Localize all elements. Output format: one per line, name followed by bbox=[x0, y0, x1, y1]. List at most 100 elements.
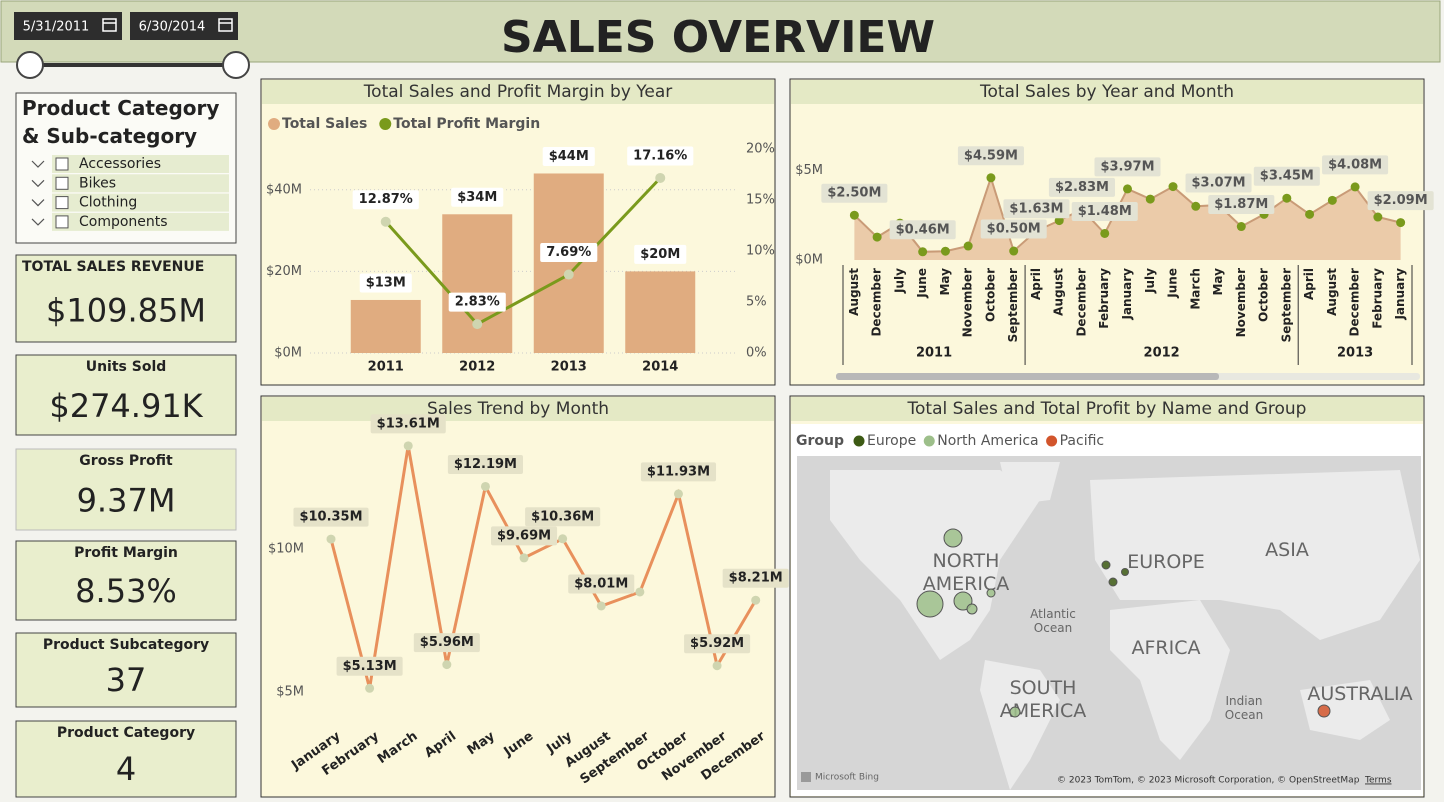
legend-marker bbox=[268, 118, 280, 130]
kpi-value: 4 bbox=[116, 750, 136, 788]
data-label-box bbox=[1094, 157, 1161, 177]
data-label: $3.07M bbox=[1192, 176, 1246, 191]
y-tick-label: $5M bbox=[276, 685, 304, 700]
x-group-label: 2011 bbox=[916, 346, 952, 361]
chart-title: Total Sales and Profit Margin by Year bbox=[363, 82, 673, 102]
x-tick-label: October bbox=[983, 268, 997, 322]
data-label: $5.13M bbox=[343, 659, 397, 674]
data-label-box bbox=[293, 507, 369, 527]
data-label: $1.63M bbox=[1009, 201, 1063, 216]
date-picker[interactable] bbox=[130, 12, 238, 40]
x-tick-label: September bbox=[1006, 268, 1020, 342]
legend-title: Group bbox=[796, 433, 844, 449]
calendar-icon bbox=[218, 18, 233, 32]
data-label: $1.87M bbox=[1214, 197, 1268, 212]
chart-header bbox=[791, 397, 1423, 421]
data-label: $3.45M bbox=[1260, 169, 1314, 184]
y2-tick-label: 10% bbox=[746, 244, 775, 259]
y-tick-label: $0M bbox=[795, 253, 823, 268]
map-label-wrap: NORTH AMERICA bbox=[922, 550, 1010, 595]
map-label: ASIA bbox=[1265, 539, 1309, 562]
kpi-label: Units Sold bbox=[86, 359, 167, 375]
legend-label: Pacific bbox=[1060, 433, 1105, 449]
data-label: $9.69M bbox=[497, 528, 551, 543]
data-label-box bbox=[448, 292, 506, 312]
data-label-box bbox=[640, 462, 717, 482]
data-label: 12.87% bbox=[359, 192, 413, 207]
date-picker[interactable] bbox=[14, 12, 122, 40]
line-marker bbox=[712, 661, 722, 671]
x-tick-label: April bbox=[1302, 268, 1316, 300]
x-tick-label: August bbox=[1325, 268, 1339, 316]
kpi-value: 8.53% bbox=[75, 572, 177, 610]
legend-label: North America bbox=[937, 433, 1038, 449]
x-tick-label: April bbox=[1029, 268, 1043, 300]
x-tick-label: November bbox=[1234, 268, 1248, 337]
kpi-label: Gross Profit bbox=[79, 453, 173, 469]
line-marker bbox=[403, 441, 413, 451]
x-tick-label: 2012 bbox=[459, 360, 495, 375]
map-label-wrap: Atlantic Ocean bbox=[1030, 606, 1076, 635]
data-label-box bbox=[1071, 201, 1138, 221]
map-label-wrap: ASIA bbox=[1265, 539, 1309, 562]
slicer-item: Clothing bbox=[79, 195, 137, 211]
slicer-row bbox=[52, 193, 229, 212]
kpi-label: Product Category bbox=[57, 725, 195, 741]
provider-logo bbox=[801, 772, 811, 782]
map-bubble bbox=[1317, 704, 1331, 718]
data-label-box bbox=[1208, 195, 1275, 215]
legend-label: Europe bbox=[867, 433, 916, 449]
slider-handle[interactable] bbox=[222, 51, 250, 79]
y-tick-label: $5M bbox=[795, 163, 823, 178]
slicer-row bbox=[52, 212, 229, 231]
area-marker bbox=[849, 210, 859, 220]
line-marker bbox=[563, 269, 574, 280]
chart-header bbox=[262, 80, 774, 104]
line-marker bbox=[365, 683, 375, 693]
kpi-value: 9.37M bbox=[77, 481, 176, 519]
map-label: NORTH AMERICA bbox=[922, 550, 1010, 595]
data-label: $0.46M bbox=[896, 222, 950, 237]
checkbox[interactable] bbox=[55, 215, 69, 229]
slicer-title-wrap: Product Category & Sub-category bbox=[22, 96, 219, 148]
data-label: $11.93M bbox=[647, 464, 710, 479]
line-marker bbox=[655, 172, 666, 183]
land bbox=[1090, 470, 1420, 640]
data-label-box bbox=[1367, 191, 1434, 211]
area-marker bbox=[1373, 212, 1383, 222]
slicer-item: Accessories bbox=[79, 156, 161, 172]
land bbox=[1300, 680, 1390, 740]
map-label: EUROPE bbox=[1127, 551, 1205, 574]
slider-handle[interactable] bbox=[16, 51, 44, 79]
line bbox=[329, 445, 757, 689]
checkbox[interactable] bbox=[55, 196, 69, 210]
y2-tick-label: 5% bbox=[746, 295, 767, 310]
area-marker bbox=[1191, 201, 1201, 211]
legend-marker bbox=[923, 435, 935, 447]
map-bubble bbox=[966, 603, 978, 615]
slicer-item: Components bbox=[79, 214, 168, 230]
data-label-box bbox=[722, 568, 789, 588]
map-label-wrap: SOUTH AMERICA bbox=[1000, 677, 1086, 722]
checkbox[interactable] bbox=[55, 176, 69, 190]
x-tick-label: May bbox=[1211, 268, 1225, 296]
map-bubble bbox=[953, 591, 973, 611]
area-marker bbox=[1054, 216, 1064, 226]
map-terms[interactable]: Terms bbox=[1364, 776, 1392, 786]
map-label-wrap: Indian Ocean bbox=[1225, 694, 1263, 722]
map-bubble bbox=[916, 590, 944, 618]
kpi-card bbox=[15, 720, 237, 798]
map-label: Atlantic Ocean bbox=[1030, 606, 1076, 635]
scroll-thumb[interactable] bbox=[836, 373, 1219, 380]
data-label: $2.50M bbox=[827, 186, 881, 201]
checkbox[interactable] bbox=[55, 157, 69, 171]
data-label-box bbox=[1048, 177, 1116, 197]
legend-label: Total Profit Margin bbox=[393, 116, 540, 132]
data-label-box bbox=[980, 219, 1047, 239]
data-label-box bbox=[684, 634, 751, 654]
area-marker bbox=[1282, 193, 1292, 203]
date-text: 5/31/2011 bbox=[23, 20, 90, 35]
data-label: $2.09M bbox=[1374, 193, 1428, 208]
map-label-wrap: AFRICA bbox=[1132, 637, 1201, 659]
legend-marker bbox=[379, 118, 392, 130]
